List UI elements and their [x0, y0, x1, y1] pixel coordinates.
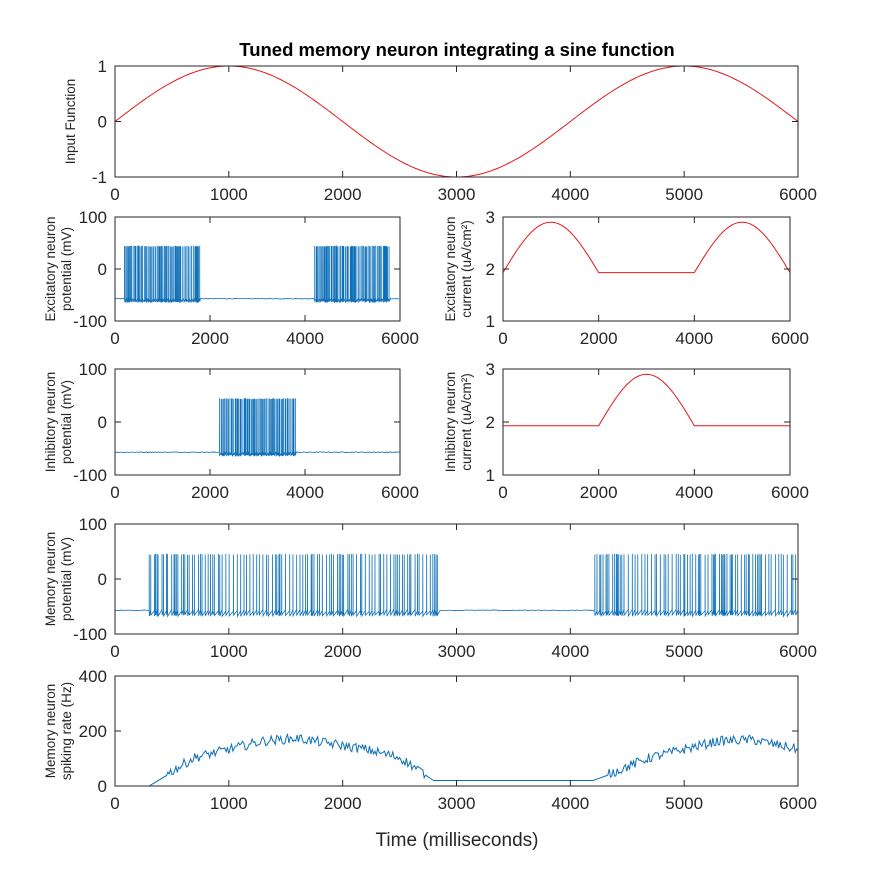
y-tick-label: 1	[486, 466, 495, 485]
series-line	[503, 221, 790, 274]
x-tick-label: 4000	[286, 483, 324, 502]
x-tick-label: 1000	[210, 794, 248, 813]
x-tick-label: 2000	[191, 483, 229, 502]
x-tick-label: 6000	[381, 329, 419, 348]
x-tick-label: 2000	[324, 185, 362, 204]
x-tick-label: 2000	[324, 642, 362, 661]
x-tick-label: 0	[110, 794, 119, 813]
y-tick-label: 0	[98, 777, 107, 796]
y-axis-label: Inhibitory neuronpotential (mV)	[43, 372, 74, 473]
x-tick-label: 3000	[438, 642, 476, 661]
y-axis-label: Inhibitory neuroncurrent (uA/cm²)	[443, 372, 474, 473]
x-tick-label: 4000	[286, 329, 324, 348]
series-line	[503, 373, 790, 427]
x-tick-label: 0	[498, 483, 507, 502]
x-tick-label: 0	[498, 329, 507, 348]
x-tick-label: 4000	[551, 794, 589, 813]
x-tick-label: 6000	[381, 483, 419, 502]
x-tick-label: 3000	[438, 185, 476, 204]
series-line	[115, 398, 400, 458]
x-tick-label: 4000	[675, 483, 713, 502]
x-tick-label: 5000	[665, 185, 703, 204]
y-tick-label: 3	[486, 208, 495, 227]
y-tick-label: 0	[98, 113, 107, 132]
series-line	[115, 553, 798, 618]
x-tick-label: 4000	[551, 185, 589, 204]
series-line	[115, 732, 798, 786]
y-tick-label: 0	[98, 413, 107, 432]
axes-box	[502, 368, 791, 476]
y-axis-label: Input Function	[63, 79, 78, 165]
x-tick-label: 5000	[665, 794, 703, 813]
x-tick-label: 0	[110, 642, 119, 661]
y-tick-label: 1	[98, 57, 107, 76]
figure-title: Tuned memory neuron integrating a sine f…	[239, 39, 674, 60]
x-axis-label: Time (milliseconds)	[376, 830, 539, 851]
x-tick-label: 1000	[210, 642, 248, 661]
x-tick-label: 2000	[191, 329, 229, 348]
panel-inh-current: 0 2000 4000 6000 1 2 3 Inhibitory neuroncurrent…	[443, 360, 809, 502]
x-tick-label: 2000	[324, 794, 362, 813]
x-tick-label: 2000	[580, 329, 618, 348]
x-tick-label: 6000	[779, 642, 817, 661]
y-axis-label: Excitatory neuroncurrent (uA/cm²)	[443, 216, 474, 321]
panel-exc-current: 0 2000 4000 6000 1 2 3 Excitatory neuroncurrent…	[443, 208, 809, 348]
y-tick-label: 100	[79, 208, 107, 227]
x-tick-label: 3000	[438, 794, 476, 813]
x-tick-label: 0	[110, 329, 119, 348]
y-axis-label: Memory neuronspiking rate (Hz)	[43, 682, 74, 780]
panel-mem-potential: 0 1000 2000 3000 4000 5000 6000-1000100Memory …	[43, 515, 817, 661]
axes-box	[114, 368, 401, 476]
y-tick-label: 2	[486, 413, 495, 432]
y-tick-label: 0	[98, 570, 107, 589]
y-tick-label: 100	[79, 515, 107, 534]
y-axis-label: Memory neuronpotential (mV)	[43, 532, 74, 627]
x-tick-label: 0	[110, 185, 119, 204]
y-tick-label: -100	[73, 466, 107, 485]
x-tick-label: 2000	[580, 483, 618, 502]
x-tick-label: 1000	[210, 185, 248, 204]
y-tick-label: 400	[79, 667, 107, 686]
panel-mem-rate: 0 1000 2000 3000 4000 5000 6000 0 200 400 Memory n…	[43, 667, 817, 813]
y-tick-label: 3	[486, 360, 495, 379]
x-tick-label: 6000	[779, 185, 817, 204]
x-tick-label: 6000	[771, 329, 809, 348]
x-tick-label: 5000	[665, 642, 703, 661]
y-tick-label: 200	[79, 722, 107, 741]
x-tick-label: 0	[110, 483, 119, 502]
y-tick-label: -100	[73, 312, 107, 331]
series-line	[115, 245, 400, 304]
y-tick-label: 0	[98, 260, 107, 279]
axes-box	[114, 65, 799, 178]
y-tick-label: -100	[73, 625, 107, 644]
y-tick-label: 1	[486, 312, 495, 331]
x-tick-label: 6000	[779, 794, 817, 813]
y-tick-label: -1	[92, 168, 107, 187]
axes-box	[114, 675, 799, 787]
axes-box	[502, 216, 791, 322]
series-line	[115, 66, 798, 177]
y-tick-label: 100	[79, 360, 107, 379]
x-tick-label: 4000	[551, 642, 589, 661]
x-tick-label: 6000	[771, 483, 809, 502]
x-tick-label: 4000	[675, 329, 713, 348]
y-axis-label: Excitatory neuronpotential (mV)	[43, 216, 74, 321]
y-tick-label: 2	[486, 260, 495, 279]
